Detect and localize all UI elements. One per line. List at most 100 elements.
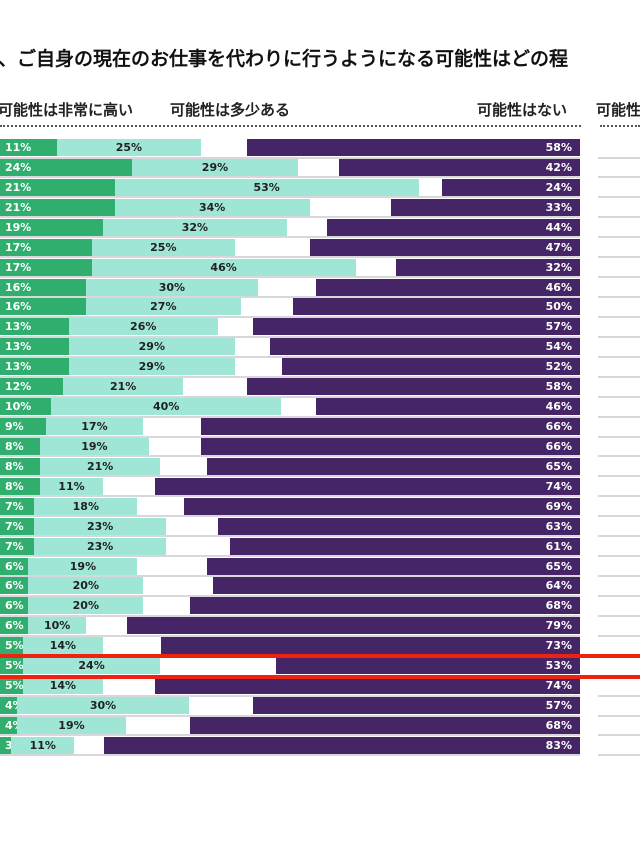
row-separator [0, 634, 580, 637]
row-separator [0, 614, 580, 617]
row-separator [0, 754, 580, 757]
bar-none: 83% [103, 736, 580, 754]
bar-some: 20% [28, 597, 144, 615]
bar-some: 20% [28, 577, 144, 595]
bar-very-high: 19% [0, 218, 104, 236]
bar-some: 30% [16, 697, 190, 715]
right-column-line [598, 156, 640, 159]
bar-some: 23% [34, 537, 167, 555]
row-separator [0, 315, 580, 318]
bar-some: 26% [68, 318, 218, 336]
bar-very-high: 8% [0, 457, 40, 475]
bar-none: 24% [442, 178, 580, 196]
row-separator [0, 535, 580, 538]
bar-very-high: 13% [0, 358, 69, 376]
right-column-line [598, 634, 640, 637]
bar-none: 33% [390, 198, 580, 216]
row-separator [0, 435, 580, 438]
bar-none: 54% [270, 338, 580, 356]
bar-very-high: 7% [0, 517, 35, 535]
right-column-line [598, 475, 640, 478]
bar-very-high: 3% [0, 736, 24, 754]
bar-none: 66% [201, 418, 580, 436]
right-column-line [598, 395, 640, 398]
bar-very-high: 10% [0, 398, 52, 416]
right-column-line [598, 315, 640, 318]
bar-very-high: 4% [0, 697, 24, 715]
bar-some: 29% [68, 338, 236, 356]
bar-very-high: 6% [0, 597, 29, 615]
right-column-line [598, 694, 640, 697]
bar-some: 21% [39, 457, 161, 475]
bar-very-high: 17% [0, 258, 92, 276]
bar-some: 40% [51, 398, 281, 416]
bar-some: 27% [85, 298, 241, 316]
bar-some: 19% [28, 557, 138, 575]
bar-very-high: 6% [0, 577, 29, 595]
bar-very-high: 9% [0, 418, 46, 436]
bar-very-high: 6% [0, 617, 29, 635]
right-column-line [598, 435, 640, 438]
right-column-line [598, 256, 640, 259]
bar-very-high: 21% [0, 198, 115, 216]
row-separator [0, 156, 580, 159]
bar-very-high: 13% [0, 318, 69, 336]
bar-none: 69% [183, 497, 580, 515]
bar-some: 11% [39, 477, 104, 495]
right-column-line [598, 535, 640, 538]
bar-some: 29% [68, 358, 236, 376]
right-column-line [598, 296, 640, 298]
bar-none: 46% [315, 398, 580, 416]
bar-none: 64% [212, 577, 580, 595]
bar-none: 65% [206, 457, 580, 475]
right-column-line [598, 555, 640, 558]
bar-very-high: 8% [0, 437, 40, 455]
row-separator [0, 555, 580, 558]
bar-very-high: 5% [0, 677, 24, 695]
legend-some: 可能性は多少ある [170, 101, 291, 119]
legend-very-high: 可能性は非常に高い [0, 101, 134, 119]
bar-very-high: 12% [0, 378, 63, 396]
right-column-line [598, 515, 640, 518]
highlight-top-line [0, 654, 640, 659]
bar-very-high: 16% [0, 298, 86, 316]
bar-some: 29% [131, 158, 299, 176]
bar-some: 32% [103, 218, 287, 236]
row-separator [0, 276, 580, 279]
bar-none: 46% [315, 278, 580, 296]
bar-very-high: 16% [0, 278, 86, 296]
bar-none: 79% [126, 617, 580, 635]
row-separator [0, 256, 580, 259]
chart-title: 、ご自身の現在のお仕事を代わりに行うようになる可能性はどの程 [0, 48, 569, 70]
bar-some: 19% [16, 716, 126, 734]
right-column-line [598, 734, 640, 737]
row-separator [0, 734, 580, 737]
bar-some: 14% [22, 637, 104, 655]
right-column-line [598, 236, 640, 239]
bar-none: 44% [327, 218, 580, 236]
bar-some: 18% [34, 497, 138, 515]
bar-very-high: 8% [0, 477, 40, 495]
row-separator [0, 575, 580, 578]
bar-none: 53% [275, 657, 580, 675]
bar-very-high: 11% [0, 139, 58, 156]
bar-very-high: 6% [0, 557, 29, 575]
bar-none: 58% [247, 378, 580, 396]
bar-some: 21% [62, 378, 184, 396]
bar-very-high: 13% [0, 338, 69, 356]
bar-some: 34% [114, 198, 310, 216]
right-column-line [598, 495, 640, 498]
right-column-line [598, 176, 640, 179]
bar-some: 25% [91, 238, 236, 256]
right-column-line [598, 276, 640, 279]
bar-none: 65% [206, 557, 580, 575]
header-divider [0, 125, 581, 127]
row-separator [0, 515, 580, 518]
right-column-line [598, 216, 640, 219]
bar-none: 63% [218, 517, 580, 535]
bar-none: 42% [338, 158, 580, 176]
bar-some: 53% [114, 178, 419, 196]
right-column-line [598, 375, 640, 378]
row-separator [0, 714, 580, 717]
row-separator [0, 355, 580, 358]
